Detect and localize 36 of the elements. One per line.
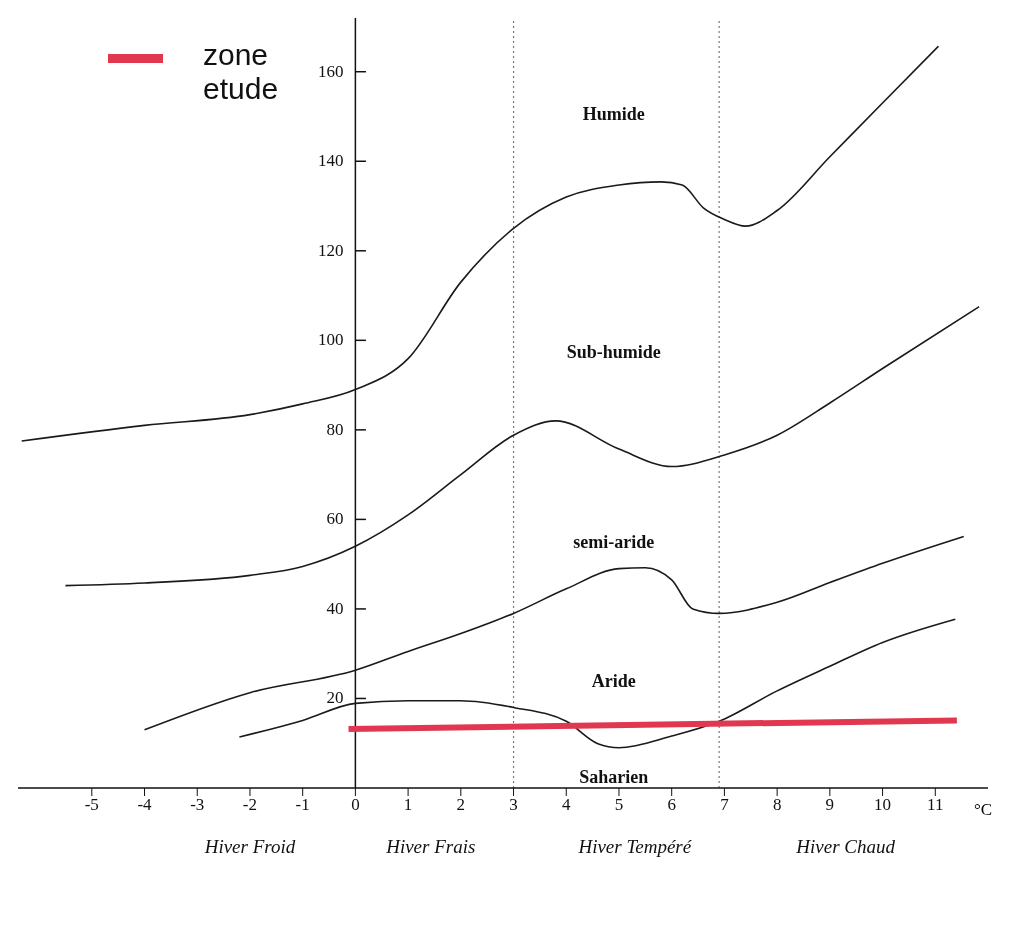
y-tick-label: 40: [325, 597, 344, 620]
text: Hiver Tempéré: [577, 836, 693, 858]
annotation: Saharien: [578, 766, 650, 789]
y-tick-label: 80: [325, 418, 344, 441]
x-axis-title: °C: [974, 800, 993, 820]
annotation: Humide: [581, 103, 646, 126]
legend-label: zone etude: [203, 38, 280, 106]
x-tick-label: 9: [825, 795, 835, 815]
x-tick-label: 5: [614, 795, 624, 815]
annotation: Aride: [590, 669, 637, 692]
y-tick-label: 60: [325, 508, 344, 531]
x-tick-label: 8: [772, 795, 782, 815]
x-tick-label: -1: [295, 795, 310, 815]
x-tick-label: -4: [137, 795, 153, 815]
y-tick-label: 160: [316, 60, 344, 83]
text: Hiver Chaud: [795, 836, 896, 858]
y-tick-label: 100: [316, 329, 344, 352]
y-tick-label: 140: [316, 150, 344, 173]
text: Hiver Frais: [385, 836, 477, 858]
x-tick-label: -5: [84, 795, 99, 815]
annotation: Sub-humide: [565, 340, 662, 363]
y-tick-label: 20: [325, 687, 344, 710]
x-tick-label: 4: [562, 795, 572, 815]
x-tick-label: 1: [403, 795, 413, 815]
x-tick-label: 10: [874, 795, 892, 815]
x-tick-label: 3: [509, 795, 518, 815]
y-tick-label: 120: [316, 239, 344, 262]
x-tick-label: 11: [927, 795, 944, 815]
text: Hiver Froid: [203, 836, 297, 858]
x-tick-label: 7: [720, 795, 730, 815]
x-tick-label: -3: [190, 795, 205, 815]
x-tick-label: 6: [667, 795, 676, 815]
x-tick-label: 2: [456, 795, 466, 815]
x-tick-label: 0: [351, 795, 360, 815]
annotation: semi-aride: [572, 530, 656, 553]
x-tick-label: -2: [242, 795, 258, 815]
